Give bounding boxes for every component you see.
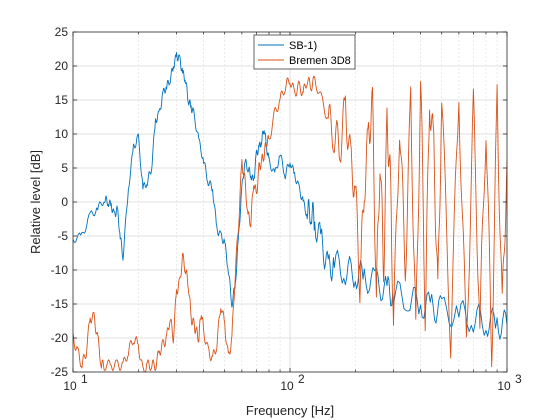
y-tick-label: 25	[55, 25, 69, 39]
y-tick-label: 15	[55, 93, 69, 107]
y-axis-label: Relative level [dB]	[28, 150, 43, 254]
y-tick-label: -20	[51, 331, 69, 345]
y-tick-label: 5	[61, 161, 68, 175]
y-tick-label: -5	[57, 229, 68, 243]
legend-label: Bremen 3D8	[289, 55, 351, 67]
x-tick-exponent: 3	[515, 372, 522, 386]
series-group	[73, 52, 507, 372]
series-line-2	[73, 75, 507, 372]
x-tick-label: 10	[63, 379, 77, 393]
y-tick-label: 0	[61, 195, 68, 209]
x-tick-label: 10	[497, 379, 511, 393]
series-line-1	[73, 52, 507, 340]
y-tick-label: -25	[51, 365, 69, 379]
x-tick-exponent: 2	[298, 372, 305, 386]
x-tick-label: 10	[280, 379, 294, 393]
legend-label: SB-1)	[289, 40, 317, 52]
y-tick-label: -15	[51, 297, 69, 311]
x-axis-label: Frequency [Hz]	[246, 403, 334, 418]
y-tick-label: -10	[51, 263, 69, 277]
ticks: -25 -20 -15 -10 -5 0 5 10 15 20 25 10 1 10 2 10 3	[51, 25, 522, 393]
x-tick-exponent: 1	[81, 372, 88, 386]
y-tick-label: 20	[55, 59, 69, 73]
y-tick-label: 10	[55, 127, 69, 141]
grid	[73, 32, 507, 372]
legend[interactable]: SB-1) Bremen 3D8	[253, 34, 356, 70]
legend-box	[253, 34, 356, 70]
